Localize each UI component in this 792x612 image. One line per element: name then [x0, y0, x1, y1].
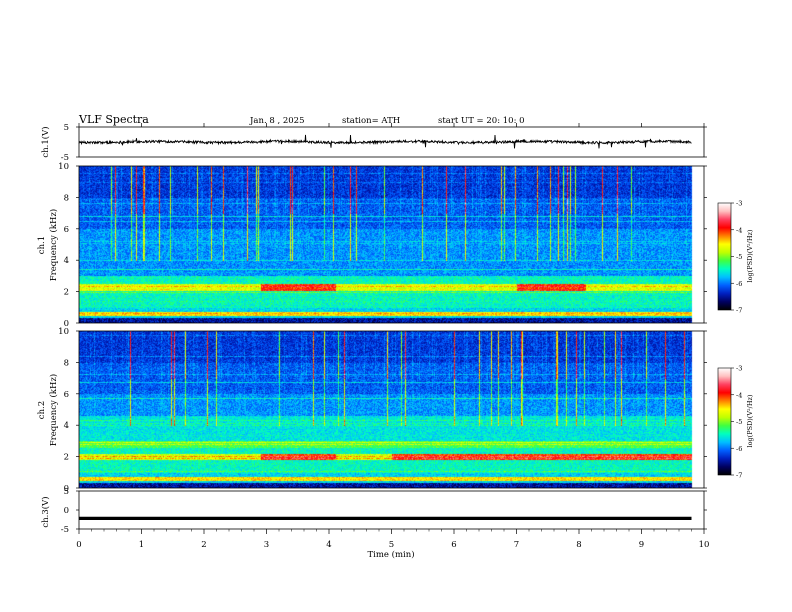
time-tick-label-0: 0: [76, 540, 81, 550]
station-label: station= ATH: [342, 116, 400, 126]
time-tick-label-1: 1: [139, 540, 144, 550]
ch2-spectrogram-image: [79, 331, 704, 488]
ch3-waveform-panel: ch.3(V) 50-5: [40, 487, 707, 535]
ch2-spectrogram-label: ch.2: [37, 401, 47, 419]
ch2-spec-tick-label-8: 8: [64, 358, 69, 368]
ch1-waveform-panel: ch.1(V) 5 -5: [40, 123, 707, 163]
ch2-frequency-axis-label: Frequency (kHz): [48, 374, 59, 446]
ch3-wave-tick-label-5: 5: [64, 487, 69, 497]
ch1-colorbar-tick-label--3: -3: [736, 200, 742, 208]
ch1-spectrogram-image: [79, 166, 704, 323]
time-tick-label-4: 4: [326, 540, 331, 550]
ch3-waveform-frame: [78, 490, 705, 530]
date-label: Jan. 8 , 2025: [249, 116, 305, 126]
ch1-spec-tick-label-0: 0: [64, 319, 69, 329]
time-tick-label-5: 5: [389, 540, 394, 550]
ch2-spectrogram-yticks: 0 2 4 6 8 10: [58, 327, 707, 494]
ch1-waveform-trace: [78, 134, 692, 149]
ch1-spectrogram-label: ch.1: [37, 236, 47, 254]
ch2-spectrogram-frame: [78, 330, 705, 489]
ch1-colorbar-tick-label--6: -6: [736, 280, 742, 288]
ch1-colorbar-label: log(PSD)(V²/Hz): [746, 229, 754, 282]
ch2-colorbar-ticks: -3 -4 -5 -6 -7: [731, 365, 742, 480]
ch1-spectrogram-yticks: 0 2 4 6 8 10: [58, 162, 707, 329]
time-tick-label-3: 3: [264, 540, 269, 550]
time-tick-label-7: 7: [514, 540, 519, 550]
ch1-spectrogram-panel: ch.1 Frequency (kHz) 0 2 4 6 8 10: [37, 162, 707, 329]
start-time-label: start UT = 20: 10: 0: [438, 116, 525, 126]
ch2-spectrogram-panel: ch.2 Frequency (kHz) 0 2 4 6 8 10: [37, 327, 707, 494]
ch3-waveform-yticks: 50-5: [61, 487, 707, 535]
ch2-colorbar-label: log(PSD)(V²/Hz): [746, 394, 754, 447]
ch2-colorbar-scale: [717, 367, 732, 476]
ch1-colorbar-tick-label--4: -4: [736, 226, 742, 234]
ch1-frequency-axis-label: Frequency (kHz): [48, 209, 59, 281]
time-tick-label-9: 9: [639, 540, 644, 550]
ch1-spec-tick-label-4: 4: [64, 256, 69, 266]
time-tick-label-10: 10: [699, 540, 710, 550]
ch1-spec-tick-label-6: 6: [64, 225, 69, 235]
ch1-colorbar-scale: [717, 202, 732, 311]
time-tick-label-6: 6: [451, 540, 456, 550]
figure-title: VLF Spectra: [78, 113, 149, 126]
ch2-spec-tick-label-10: 10: [58, 327, 69, 337]
ch1-spectrogram-frame: [78, 165, 705, 324]
time-tick-label-8: 8: [576, 540, 581, 550]
ch2-colorbar-tick-label--4: -4: [736, 391, 742, 399]
ch1-spec-tick-label-10: 10: [58, 162, 69, 172]
ch3-waveform-ylabel: ch.3(V): [40, 496, 51, 527]
ch1-waveform-yticks: 5 -5: [61, 123, 707, 163]
ch1-colorbar-tick-label--7: -7: [736, 307, 742, 315]
ch2-spec-tick-label-2: 2: [64, 453, 69, 463]
time-axis: 0 1 2 3 4 5 6 7 8 9 10: [76, 123, 709, 550]
ch3-wave-tick-label-0: 0: [64, 506, 69, 516]
ch1-spec-tick-label-2: 2: [64, 288, 69, 298]
ch2-spec-tick-label-4: 4: [64, 421, 69, 431]
ch2-colorbar-tick-label--7: -7: [736, 472, 742, 480]
time-tick-label-2: 2: [201, 540, 206, 550]
ch2-spec-tick-label-0: 0: [64, 484, 69, 494]
ch1-spec-tick-label-8: 8: [64, 193, 69, 203]
ch2-colorbar: log(PSD)(V²/Hz) -3 -4 -5 -6 -7: [717, 365, 754, 480]
ch3-wave-tick-label--5: -5: [61, 525, 69, 535]
ch1-wave-tick-label-5: 5: [64, 123, 69, 133]
ch1-wave-tick-label--5: -5: [61, 153, 69, 163]
ch2-colorbar-tick-label--5: -5: [736, 418, 742, 426]
ch2-colorbar-tick-label--3: -3: [736, 365, 742, 373]
ch1-colorbar-tick-label--5: -5: [736, 253, 742, 261]
ch1-waveform-ylabel: ch.1(V): [40, 126, 51, 157]
ch2-spec-tick-label-6: 6: [64, 390, 69, 400]
ch2-colorbar-tick-label--6: -6: [736, 445, 742, 453]
time-axis-label: Time (min): [367, 549, 414, 560]
ch1-colorbar-ticks: -3 -4 -5 -6 -7: [731, 200, 742, 315]
ch1-colorbar: log(PSD)(V²/Hz) -3 -4 -5 -6 -7: [717, 200, 754, 315]
